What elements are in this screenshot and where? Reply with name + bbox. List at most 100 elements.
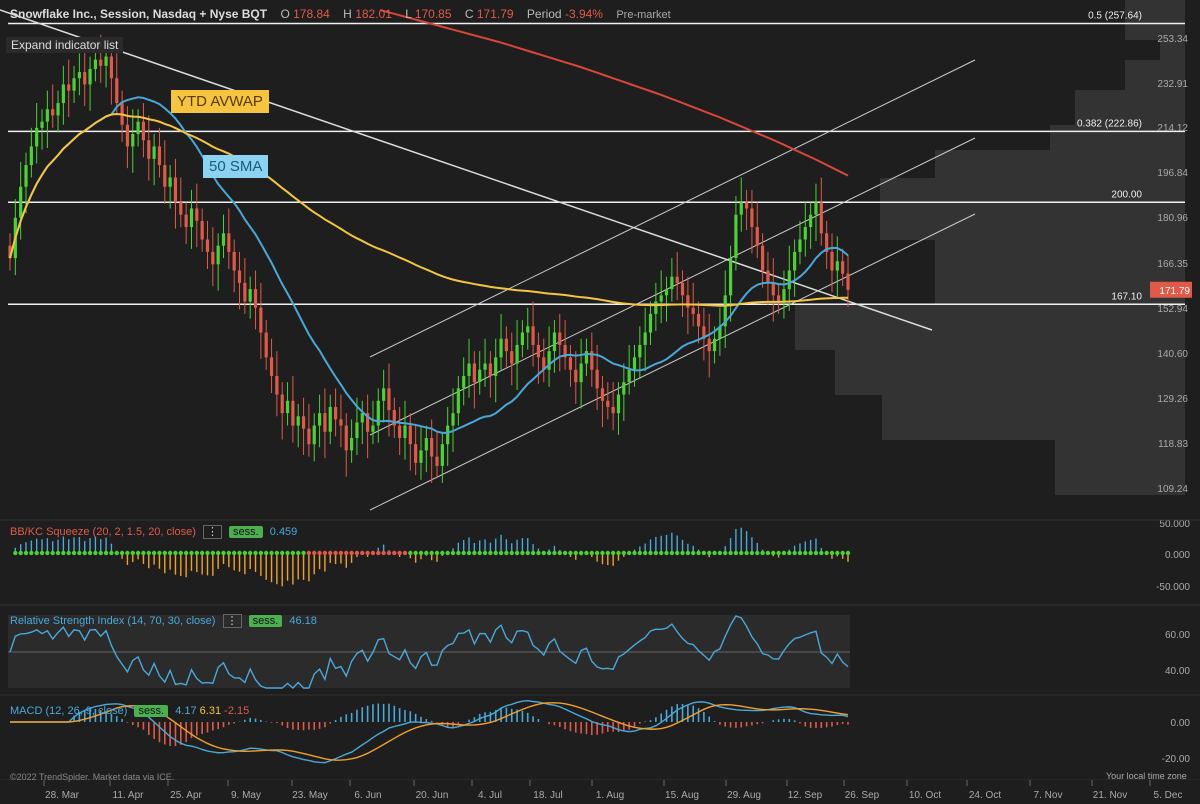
candle-body	[40, 121, 44, 128]
candle-body	[152, 146, 156, 159]
candle-body	[355, 422, 359, 438]
candle-body	[595, 369, 599, 389]
candle-body	[803, 227, 807, 240]
squeeze-title: BB/KC Squeeze (20, 2, 1.5, 20, close)	[10, 526, 196, 538]
squeeze-dot	[594, 550, 600, 556]
candle-body	[141, 121, 146, 141]
squeeze-dot	[456, 550, 461, 556]
squeeze-dot	[792, 550, 797, 556]
squeeze-dot	[472, 550, 477, 556]
squeeze-dot	[333, 550, 338, 556]
squeeze-dot	[285, 550, 290, 556]
squeeze-dot	[114, 550, 119, 556]
candle-body	[707, 338, 711, 352]
candle-body	[467, 363, 471, 376]
squeeze-dot	[376, 550, 381, 556]
price-axis-bg	[1185, 0, 1200, 520]
candle-body	[777, 295, 781, 302]
candle-body	[104, 56, 108, 66]
candle-body	[451, 413, 455, 426]
candle-body	[814, 202, 818, 215]
candle-body	[72, 78, 76, 91]
candle-body	[216, 245, 220, 265]
ma200-line	[379, 9, 849, 177]
macd-line	[10, 700, 849, 764]
session-note: Pre-market	[616, 9, 671, 21]
squeeze-dot	[365, 550, 370, 556]
downtrend-line	[0, 9, 933, 331]
candle-body	[462, 375, 466, 389]
candle-body	[291, 400, 295, 426]
horizontal-level-label: 0.382 (222.86)	[1077, 118, 1142, 129]
rsi-sess-badge[interactable]: sess.	[248, 615, 283, 627]
period-value: -3.94%	[564, 7, 603, 21]
squeeze-dot	[354, 550, 360, 556]
candle-body	[723, 295, 727, 327]
squeeze-dot	[338, 550, 344, 556]
candle-body	[131, 134, 135, 147]
squeeze-dot	[669, 550, 675, 556]
squeeze-dot	[562, 550, 568, 556]
candle-body	[643, 332, 647, 345]
candle-body	[253, 289, 258, 308]
expand-indicator-list-button[interactable]: Expand indicator list	[6, 37, 124, 53]
candle-body	[622, 382, 626, 395]
squeeze-dot	[386, 550, 392, 556]
squeeze-dot	[296, 550, 301, 556]
squeeze-dot	[765, 550, 771, 556]
macd-pane-title: MACD (12, 26, 9, close) sess. 4.17 6.31 …	[10, 705, 249, 717]
squeeze-dot	[242, 550, 248, 556]
price-axis-tick: 196.84	[1157, 168, 1188, 179]
candle-body	[408, 425, 412, 445]
squeeze-dot	[312, 550, 317, 556]
candle-body	[376, 400, 380, 426]
squeeze-menu-button[interactable]: ⋮	[202, 525, 222, 539]
candle-body	[787, 270, 791, 290]
candle-body	[558, 332, 562, 345]
candle-body	[446, 425, 450, 445]
candle-body	[275, 375, 279, 395]
squeeze-dot	[525, 550, 530, 556]
squeeze-dot	[509, 550, 514, 556]
low-label: L	[405, 7, 412, 21]
horizontal-level-label: 0.5 (257.64)	[1088, 11, 1142, 22]
squeeze-dot	[541, 550, 546, 556]
candle-body	[211, 251, 215, 265]
x-axis-tick-label: 29. Aug	[727, 790, 761, 801]
squeeze-dot	[717, 550, 723, 556]
squeeze-dot	[691, 550, 696, 556]
squeeze-dot	[418, 550, 424, 556]
candle-body	[638, 344, 642, 358]
candle-body	[419, 450, 423, 463]
candle-body	[179, 202, 183, 215]
macd-value-1: 4.17	[175, 705, 197, 717]
candle-body	[323, 413, 327, 432]
candle-body	[782, 289, 786, 302]
horizontal-level-label: 200.00	[1111, 189, 1142, 200]
sma50-line	[9, 96, 849, 434]
candle-body	[173, 177, 178, 203]
squeeze-sess-badge[interactable]: sess.	[229, 526, 263, 538]
candle-body	[189, 208, 194, 228]
squeeze-dot	[744, 550, 749, 556]
squeeze-dot	[221, 550, 226, 556]
candle-body	[307, 428, 311, 445]
squeeze-dot	[23, 550, 29, 556]
macd-sess-badge[interactable]: sess.	[134, 705, 169, 717]
channel-line	[369, 59, 976, 358]
candle-body	[243, 282, 247, 302]
candle-body	[264, 332, 268, 358]
squeeze-dot	[237, 550, 242, 556]
candle-body	[456, 388, 460, 414]
squeeze-dot	[173, 550, 178, 556]
candle-body	[670, 276, 674, 290]
close-value: 171.79	[476, 7, 514, 21]
rsi-menu-button[interactable]: ⋮	[222, 614, 242, 628]
squeeze-dot	[530, 550, 536, 556]
squeeze-dot	[771, 550, 776, 556]
candle-body	[19, 186, 23, 218]
squeeze-dot	[167, 550, 173, 556]
candle-body	[563, 344, 567, 358]
candle-body	[494, 357, 498, 376]
